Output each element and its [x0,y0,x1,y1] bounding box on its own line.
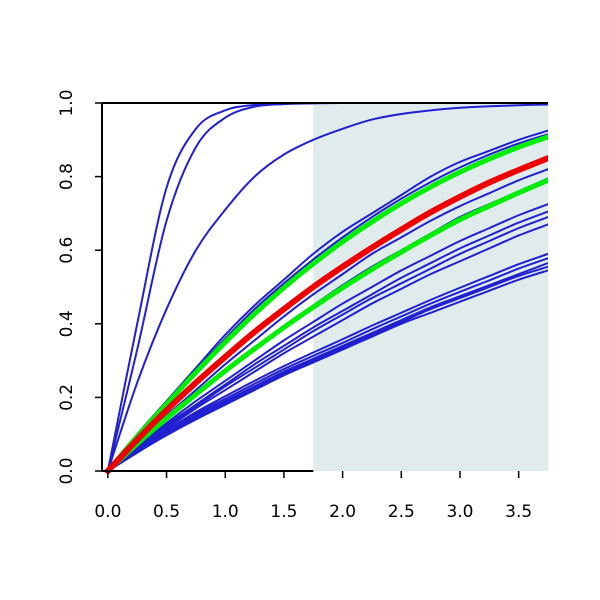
y-tick-label: 0.6 [57,237,77,264]
x-tick-label: 0.5 [153,502,180,522]
series-line-10 [106,216,548,472]
y-tick-label: 0.8 [57,163,77,190]
series-line-19 [104,155,548,474]
shaded-region [313,103,548,471]
x-tick-label: 2.0 [329,502,356,522]
series-line-15 [106,257,548,472]
series-line-11 [106,223,548,472]
series-line-17 [105,134,548,474]
series-line-18 [105,177,548,474]
y-tick-label: 0.4 [57,310,77,337]
x-tick-label: 3.5 [505,502,532,522]
x-tick-label: 2.5 [388,502,415,522]
background-layer [313,103,548,471]
axes-layer: 0.0 0.5 1.0 1.5 2.0 2.5 3.0 3.5 0.0 0.2 0.4 0.6 0.8 1… [57,89,548,522]
series-line-3 [106,103,548,472]
x-tick-label: 1.0 [212,502,239,522]
x-tick-label: 3.0 [446,502,473,522]
series-layer [104,101,548,474]
x-tick-label: 1.5 [270,502,297,522]
series-line-9 [106,210,548,472]
series-line-16 [106,252,548,472]
series-line-13 [106,265,548,472]
x-tick-label: 0.0 [94,502,121,522]
y-tick-label: 1.0 [57,89,77,116]
series-line-12 [106,269,548,472]
y-tick-label: 0.2 [57,384,77,411]
series-line-8 [106,203,548,472]
series-line-6 [106,168,548,472]
y-tick-label: 0.0 [57,457,77,484]
series-line-14 [106,262,548,472]
